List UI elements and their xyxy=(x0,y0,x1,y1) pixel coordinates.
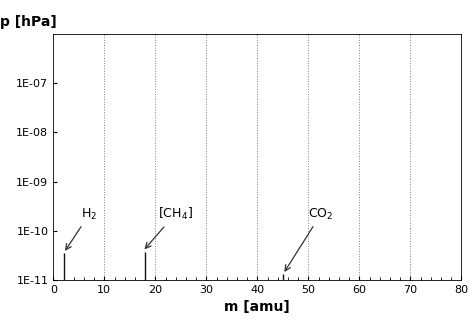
Text: H$_2$: H$_2$ xyxy=(66,206,98,250)
Text: p [hPa]: p [hPa] xyxy=(0,15,57,29)
Text: [CH$_4$]: [CH$_4$] xyxy=(146,206,193,248)
Text: CO$_2$: CO$_2$ xyxy=(285,206,334,271)
X-axis label: m [amu]: m [amu] xyxy=(225,300,290,315)
